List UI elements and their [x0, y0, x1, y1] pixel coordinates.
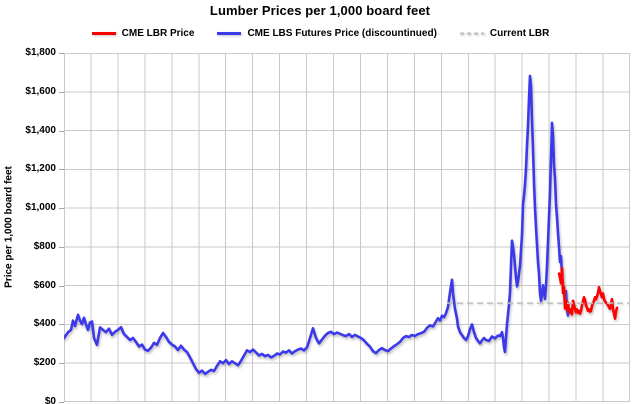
y-axis-tick-mark [59, 208, 64, 210]
y-axis-tick-label: $1,600 [25, 85, 56, 97]
y-axis-tick-mark [59, 169, 64, 171]
y-axis-tick-label: $1,800 [25, 47, 56, 58]
y-axis-tick-label: $1,000 [25, 202, 56, 214]
legend-label: CME LBR Price [121, 27, 195, 39]
y-axis-tick-label: $200 [33, 357, 56, 369]
gray-dashed-swatch-icon [459, 32, 484, 34]
y-axis-tick-mark [59, 363, 64, 365]
plot-area [64, 53, 630, 402]
y-axis-tick-mark [59, 53, 64, 54]
blue-line-swatch-icon [217, 31, 242, 35]
legend: CME LBR Price CME LBS Futures Price (dis… [0, 26, 640, 40]
y-axis-tick-mark [59, 402, 64, 403]
y-axis-tick-label: $800 [33, 240, 56, 252]
cme-lbs-futures-line [64, 74, 570, 376]
y-axis-tick-label: $600 [33, 279, 56, 291]
y-axis-tick-label: $0 [44, 396, 56, 404]
y-axis-tick-label: $400 [33, 318, 56, 330]
price-series-svg [64, 53, 630, 402]
y-axis-tick-label: $1,200 [25, 163, 56, 175]
legend-item-current-lbr: Current LBR [459, 28, 549, 39]
y-axis-tick-mark [59, 324, 64, 326]
chart-title: Lumber Prices per 1,000 board feet [209, 3, 431, 18]
y-axis-title: Price per 1,000 board feet [3, 166, 15, 288]
y-axis-tick-label: $1,400 [25, 124, 56, 136]
legend-item-cme-lbs-futures: CME LBS Futures Price (discountinued) [216, 27, 437, 39]
y-axis-tick-mark [59, 130, 64, 132]
red-line-swatch-icon [91, 31, 116, 35]
legend-item-cme-lbr: CME LBR Price [91, 27, 195, 39]
y-axis-tick-mark [59, 246, 64, 248]
legend-label: Current LBR [489, 27, 550, 39]
y-axis-tick-mark [59, 91, 64, 93]
cme-lbr-price-line [557, 266, 619, 320]
legend-label: CME LBS Futures Price (discountinued) [247, 27, 437, 39]
y-axis-tick-mark [59, 285, 64, 287]
